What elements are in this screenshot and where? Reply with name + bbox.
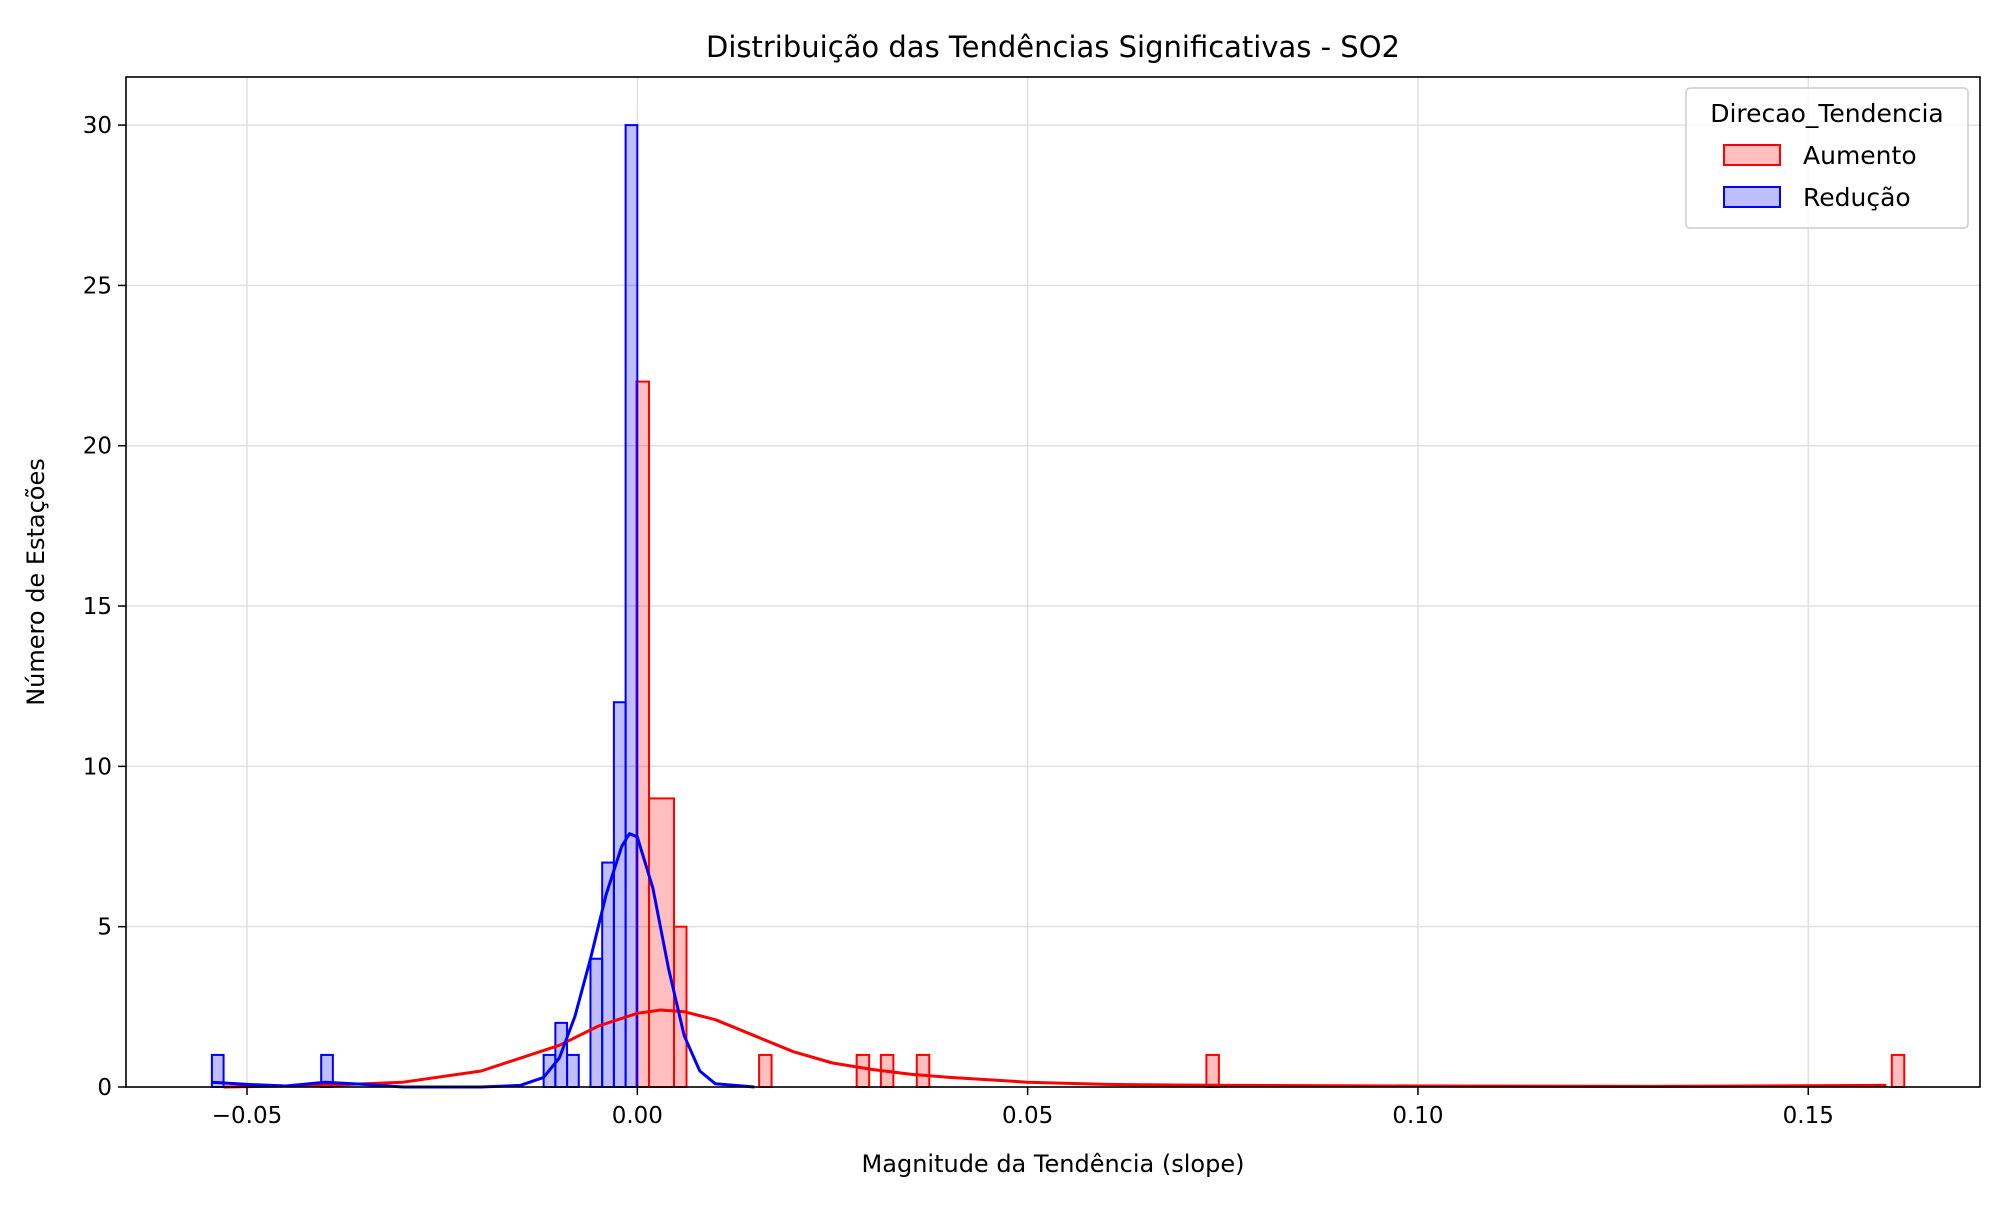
histogram-bar-aumento: [1205, 1053, 1220, 1089]
legend-entries: Aumento Redução: [1723, 141, 1917, 212]
y-tick-label: 25: [83, 273, 112, 299]
y-tick-label: 30: [83, 113, 112, 139]
legend-title: Direcao_Tendencia: [1710, 99, 1944, 128]
x-tick-label: −0.05: [212, 1103, 282, 1129]
y-tick-label: 15: [83, 594, 112, 620]
histogram-bar-reducao: [612, 701, 627, 1088]
x-tick-label: 0.00: [612, 1103, 663, 1129]
axis-ticks: −0.05 0.00 0.05 0.10 0.15 0 5 10 15 20 25 30: [83, 113, 1834, 1129]
kde-line-aumento: [223, 1008, 1887, 1089]
histogram-bar-aumento: [648, 797, 676, 1089]
histogram-bar-aumento: [1890, 1053, 1906, 1089]
legend-label-aumento: Aumento: [1803, 141, 1917, 170]
x-tick-label: 0.10: [1392, 1103, 1443, 1129]
y-axis-label: Número de Estações: [22, 458, 50, 706]
legend-swatch-reducao: [1723, 186, 1781, 208]
y-tick-label: 5: [97, 915, 112, 941]
histogram-bar-aumento: [855, 1053, 871, 1089]
y-tick-label: 20: [83, 434, 112, 460]
plot-area-frame: [125, 76, 1981, 1088]
legend-swatch-aumento: [1723, 144, 1781, 166]
legend: Direcao_Tendencia Aumento Redução: [1685, 87, 1969, 229]
kde-curves: [211, 832, 1887, 1089]
histogram-bar-aumento: [673, 925, 688, 1089]
histogram-bars: [210, 124, 1906, 1089]
kde-line-reducao: [211, 832, 755, 1089]
chart-title: Distribuição das Tendências Significativ…: [706, 30, 1400, 64]
x-tick-label: 0.15: [1783, 1103, 1834, 1129]
histogram-bar-reducao: [566, 1053, 580, 1089]
legend-box: [1685, 87, 1969, 229]
histogram-bar-reducao: [624, 124, 639, 1089]
histogram-bar-aumento: [915, 1053, 931, 1089]
x-tick-label: 0.05: [1002, 1103, 1053, 1129]
y-tick-label: 10: [83, 754, 112, 780]
histogram-bar-aumento: [758, 1053, 773, 1089]
histogram-bar-aumento: [635, 380, 651, 1089]
x-axis-label: Magnitude da Tendência (slope): [862, 1150, 1245, 1178]
histogram-bar-reducao: [601, 861, 615, 1088]
y-tick-label: 0: [97, 1075, 112, 1101]
legend-label-reducao: Redução: [1803, 183, 1911, 212]
histogram-bar-reducao: [589, 957, 604, 1088]
